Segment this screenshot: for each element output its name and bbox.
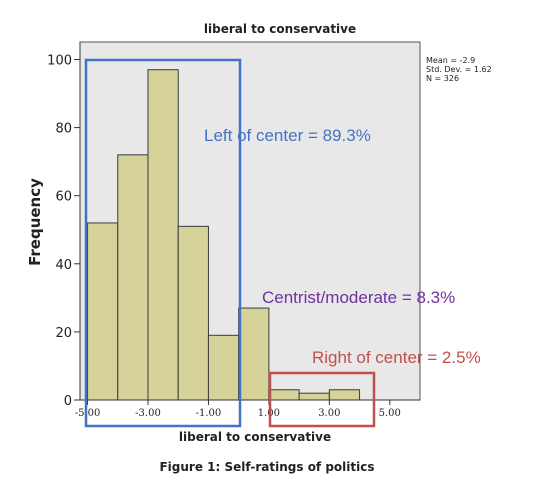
histogram-bar-5 (238, 307, 270, 401)
histogram-bar-7 (298, 392, 330, 401)
stats-box: Mean = -2.9 Std. Dev. = 1.62 N = 326 (426, 56, 492, 83)
x-tick-label-5: 5.00 (379, 408, 401, 419)
histogram-bar-6 (268, 389, 300, 401)
chart-title: liberal to conservative (204, 22, 356, 36)
histogram-bar-3 (177, 225, 209, 401)
stat-mean: Mean = -2.9 (426, 56, 475, 65)
figure-caption: Figure 1: Self-ratings of politics (159, 460, 374, 474)
y-tick-label-0: 0 (64, 394, 72, 409)
bars-layer (87, 69, 361, 401)
y-tick-label-4: 80 (55, 122, 72, 137)
highlight-boxes-layer (84, 58, 376, 428)
stat-std-dev: Std. Dev. = 1.62 (426, 65, 492, 74)
histogram-bar-2 (147, 69, 179, 401)
stat-n: N = 326 (426, 74, 459, 83)
x-tick-label-0: -5.00 (75, 408, 101, 419)
x-axis-label: liberal to conservative (179, 430, 331, 444)
annotation-left-of-center: Left of center = 89.3% (204, 126, 371, 145)
histogram-bar-1 (117, 154, 149, 401)
y-tick-label-2: 40 (55, 258, 72, 273)
x-tick-label-4: 3.00 (318, 408, 340, 419)
y-tick-label-3: 60 (55, 190, 72, 205)
histogram-bar-0 (87, 222, 119, 401)
y-axis-label: Frequency (26, 178, 44, 266)
x-tick-label-1: -3.00 (135, 408, 161, 419)
y-tick-label-5: 100 (47, 54, 72, 69)
annotation-right-of-center: Right of center = 2.5% (312, 348, 481, 367)
y-tick-label-1: 20 (55, 326, 72, 341)
x-tick-label-2: -1.00 (196, 408, 222, 419)
histogram-bar-4 (207, 334, 240, 401)
left-of-center-box (84, 58, 242, 428)
right-of-center-box (268, 371, 376, 428)
annotation-centrist: Centrist/moderate = 8.3% (262, 288, 455, 307)
histogram-bar-8 (328, 389, 361, 401)
